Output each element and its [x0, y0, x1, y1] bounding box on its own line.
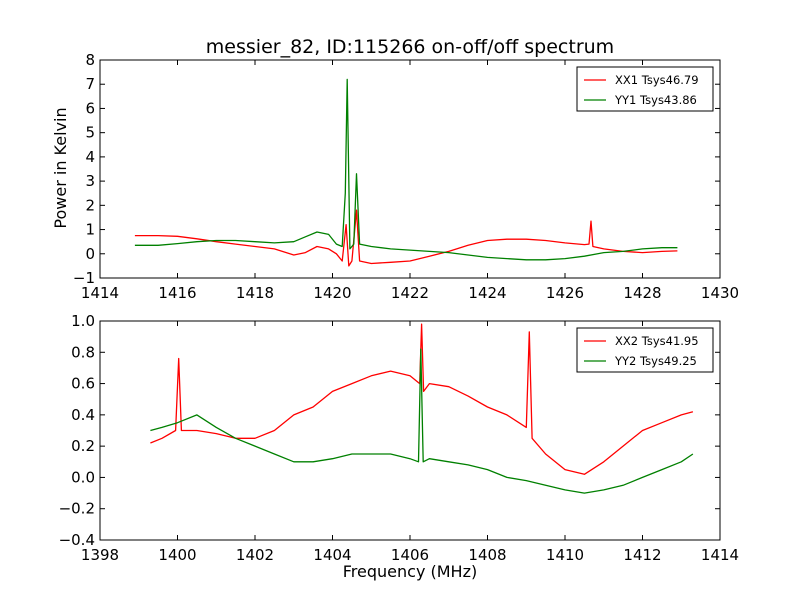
x-tick-label: 1420	[313, 284, 351, 302]
legend-entry: XX1 Tsys46.79	[615, 73, 699, 87]
x-tick-label: 1408	[468, 546, 506, 564]
x-tick-label: 1426	[546, 284, 584, 302]
y-tick-label: −0.2	[59, 500, 95, 518]
top-y-axis-label: Power in Kelvin	[51, 107, 70, 228]
x-tick-label: 1428	[623, 284, 661, 302]
y-tick-label: 0.2	[71, 437, 95, 455]
series-line-xx	[134, 209, 678, 267]
legend-box	[576, 327, 714, 373]
y-tick-label: 6	[85, 99, 95, 117]
legend-entry: YY1 Tsys43.86	[614, 93, 697, 107]
y-tick-label: 0.4	[71, 406, 95, 424]
x-tick-label: 1400	[158, 546, 196, 564]
series-line-yy	[134, 78, 678, 261]
chart-title: messier_82, ID:115266 on-off/off spectru…	[206, 36, 614, 58]
y-tick-label: 5	[85, 124, 95, 142]
y-tick-label: 0.0	[71, 468, 95, 486]
top-plot: 1414 1416 1418 1420 1422 1424 1426 1428 1430−101…	[73, 51, 739, 302]
x-tick-label: 1418	[236, 284, 274, 302]
x-tick-label: 1412	[623, 546, 661, 564]
legend-box	[576, 66, 714, 112]
y-tick-label: 0.6	[71, 375, 95, 393]
x-tick-label: 1424	[468, 284, 506, 302]
x-tick-label: 1404	[313, 546, 351, 564]
x-tick-label: 1414	[701, 546, 739, 564]
x-tick-label: 1430	[701, 284, 739, 302]
x-tick-label: 1422	[391, 284, 429, 302]
x-tick-label: 1398	[81, 546, 119, 564]
bottom-x-axis-label: Frequency (MHz)	[343, 562, 477, 581]
legend-entry: XX2 Tsys41.95	[615, 334, 699, 348]
x-tick-label: 1402	[236, 546, 274, 564]
y-tick-label: 8	[85, 51, 95, 69]
series-line-yy	[150, 348, 694, 494]
y-tick-label: 0	[85, 245, 95, 263]
y-tick-label: 3	[85, 172, 95, 190]
x-tick-label: 1406	[391, 546, 429, 564]
x-tick-label: 1416	[158, 284, 196, 302]
series-line-xx	[150, 323, 694, 475]
y-tick-label: −0.4	[59, 531, 95, 549]
y-tick-label: 7	[85, 75, 95, 93]
y-tick-label: 1.0	[71, 312, 95, 330]
y-tick-label: 4	[85, 148, 95, 166]
bottom-plot: 1398 1400 1402 1404 1406 1408 1410 1412 1414 −0.4…	[59, 312, 740, 564]
y-tick-label: 0.8	[71, 343, 95, 361]
y-tick-label: −1	[73, 269, 95, 287]
x-tick-label: 1414	[81, 284, 119, 302]
y-tick-label: 2	[85, 196, 95, 214]
x-tick-label: 1410	[546, 546, 584, 564]
y-tick-label: 1	[85, 221, 95, 239]
legend-entry: YY2 Tsys49.25	[614, 354, 697, 368]
